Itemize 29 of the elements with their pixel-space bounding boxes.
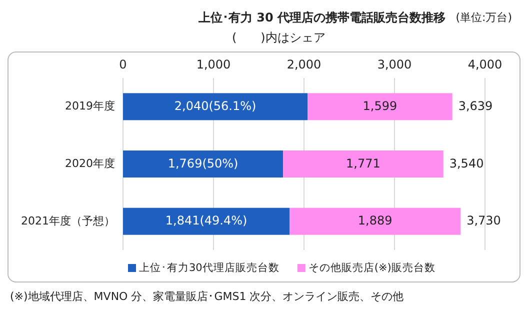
legend-label: 上位･有力30代理店販売台数 [139, 260, 280, 274]
y-tick-label: 2020年度 [65, 157, 115, 170]
data-label: 2,040(56.1%) [174, 98, 256, 113]
bar [123, 150, 284, 178]
x-tick-label: 1,000 [196, 57, 231, 72]
bar [123, 93, 308, 120]
x-tick-label: 3,000 [377, 57, 412, 72]
legend-label: その他販売店(※)販売台数 [308, 260, 436, 274]
x-tick-label: 4,000 [468, 57, 502, 72]
total-label: 3,730 [466, 214, 501, 228]
bar [290, 208, 461, 235]
data-label: 1,769(50%) [168, 156, 238, 170]
data-label: 1,889 [358, 214, 392, 228]
data-label: 1,841(49.4%) [165, 214, 248, 228]
total-label: 3,639 [458, 98, 493, 113]
bar [308, 93, 452, 120]
x-tick-label: 0 [119, 57, 127, 72]
text: (※)地域代理店、MVNO 分、家電量販店･GMS1 次分、オンライン販売、その他 [10, 290, 404, 304]
bar [283, 150, 444, 178]
bar [123, 208, 290, 235]
y-tick-label: 2019年度 [65, 100, 115, 113]
x-tick-label: 2,000 [286, 57, 322, 72]
text: (単位:万台) [456, 11, 512, 24]
data-label: 1,771 [346, 156, 380, 170]
data-label: 1,599 [362, 98, 398, 113]
chart-title: 上位･有力 30 代理店の携帯電話販売台数推移 [197, 10, 446, 24]
chart-subtitle: ( )内はシェア [232, 30, 326, 44]
y-tick-label: 2021年度（予想） [21, 214, 115, 228]
total-label: 3,540 [449, 156, 484, 170]
